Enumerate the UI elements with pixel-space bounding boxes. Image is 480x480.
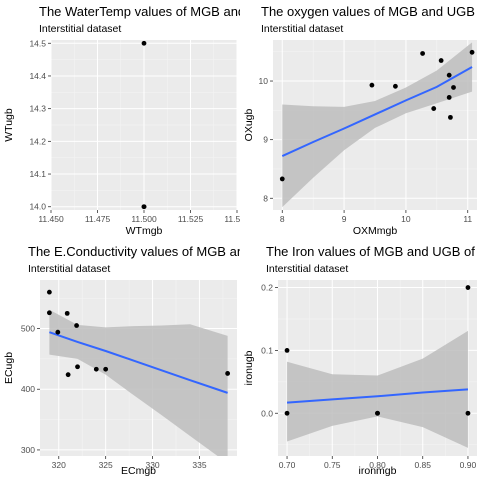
watertemp-chart-svg: The WaterTemp values of MGB and UGB Inter… <box>3 4 240 237</box>
watertemp-x-tick-label: 11.550 <box>224 214 240 224</box>
oxygen-data-point <box>279 176 285 182</box>
iron-x-tick-label: 0.75 <box>324 460 341 470</box>
oxygen-data-point <box>369 82 375 88</box>
conductivity-data-point <box>75 364 80 370</box>
conductivity-data-point <box>46 289 52 295</box>
iron-y-axis-label: ironugb <box>243 350 255 385</box>
conductivity-trend-line <box>49 331 228 394</box>
iron-x-tick-label: 0.70 <box>279 460 296 470</box>
chart-panel-conductivity: The E.Conductivity values of MGB and UGB… <box>0 240 240 480</box>
oxygen-trend-line <box>281 66 473 157</box>
oxygen-x-tick-label: 11 <box>463 214 472 224</box>
watertemp-y-tick-label: 14.0 <box>29 202 46 212</box>
watertemp-y-tick-label: 14.5 <box>29 38 46 48</box>
chart-panel-iron: The Iron values of MGB and UGB of Interst… <box>240 240 480 480</box>
conductivity-chart-subtitle: Interstitial dataset <box>28 263 110 275</box>
iron-y-tick-label: 0.0 <box>261 408 273 418</box>
oxygen-y-axis-label: OXugb <box>243 109 255 142</box>
conductivity-y-tick-label: 500 <box>21 324 35 334</box>
conductivity-data-point <box>65 372 71 378</box>
oxygen-data-point <box>438 58 444 63</box>
watertemp-x-tick-label: 11.525 <box>178 214 204 224</box>
conductivity-y-tick-label: 300 <box>21 445 35 455</box>
iron-chart-subtitle: Interstitial dataset <box>266 263 348 275</box>
iron-y-tick-label: 0.1 <box>261 345 273 355</box>
oxygen-data-point <box>448 114 453 120</box>
watertemp-x-tick-label: 11.500 <box>131 214 157 224</box>
conductivity-x-tick-label: 330 <box>145 460 159 470</box>
conductivity-chart-svg: The E.Conductivity values of MGB and UGB… <box>3 244 240 477</box>
conductivity-data-point <box>55 329 61 335</box>
conductivity-x-axis-label: ECmgb <box>121 465 156 477</box>
iron-data-point <box>284 348 290 353</box>
iron-y-tick-label: 0.2 <box>261 283 273 293</box>
conductivity-data-point <box>93 366 99 372</box>
watertemp-y-axis-label: WTugb <box>3 108 15 142</box>
iron-chart-title: The Iron values of MGB and UGB of <box>266 244 475 259</box>
oxygen-confidence-band <box>282 42 473 208</box>
oxygen-data-point <box>446 95 452 100</box>
chart-panel-oxygen: The oxygen values of MGB and UGB Intersti… <box>240 0 480 240</box>
conductivity-data-point <box>46 310 52 316</box>
conductivity-data-point <box>64 310 70 316</box>
oxygen-x-axis-label: OXMmgb <box>353 225 398 237</box>
oxygen-x-tick-label: 10 <box>401 214 411 224</box>
iron-x-tick-label: 0.90 <box>460 460 477 470</box>
watertemp-chart-title: The WaterTemp values of MGB and UGB <box>39 4 240 19</box>
watertemp-y-tick-label: 14.4 <box>29 71 46 81</box>
conductivity-x-tick-label: 325 <box>99 460 113 470</box>
oxygen-x-tick-label: 9 <box>342 214 347 224</box>
iron-x-tick-label: 0.80 <box>369 460 386 470</box>
conductivity-data-point <box>225 371 231 376</box>
iron-x-axis-label: ironmgb <box>359 465 397 477</box>
watertemp-data-point <box>141 40 147 46</box>
watertemp-x-tick-label: 11.475 <box>85 214 111 224</box>
oxygen-data-point <box>420 51 425 56</box>
iron-trend-line <box>286 388 469 404</box>
oxygen-chart-subtitle: Interstitial dataset <box>261 23 343 35</box>
oxygen-x-tick-label: 8 <box>280 214 285 224</box>
oxygen-y-tick-label: 10 <box>259 76 269 86</box>
conductivity-x-tick-label: 320 <box>52 460 66 470</box>
oxygen-data-point <box>451 85 456 90</box>
watertemp-chart-subtitle: Interstitial dataset <box>39 23 121 35</box>
iron-confidence-band <box>287 330 468 448</box>
watertemp-data-point <box>141 204 147 210</box>
watertemp-x-tick-label: 11.450 <box>38 214 64 224</box>
conductivity-y-tick-label: 400 <box>21 384 35 394</box>
conductivity-x-tick-label: 335 <box>192 460 206 470</box>
iron-data-point <box>465 285 471 290</box>
watertemp-y-tick-label: 14.1 <box>29 169 46 179</box>
oxygen-y-tick-label: 8 <box>263 193 268 203</box>
conductivity-data-point <box>74 323 79 328</box>
oxygen-data-point <box>393 83 398 89</box>
conductivity-data-point <box>103 366 109 372</box>
iron-x-tick-label: 0.85 <box>414 460 431 470</box>
oxygen-data-point <box>446 72 452 78</box>
oxygen-data-point <box>469 49 475 55</box>
oxygen-chart-title: The oxygen values of MGB and UGB <box>261 4 475 19</box>
iron-chart-svg: The Iron values of MGB and UGB of Interst… <box>243 244 477 477</box>
conductivity-y-axis-label: ECugb <box>3 352 15 384</box>
chart-panel-watertemp: The WaterTemp values of MGB and UGB Inter… <box>0 0 240 240</box>
iron-data-point <box>284 410 290 416</box>
watertemp-y-tick-label: 14.3 <box>29 104 46 114</box>
iron-data-point <box>375 410 380 416</box>
watertemp-x-axis-label: WTmgb <box>126 225 163 237</box>
oxygen-y-tick-label: 9 <box>263 135 268 145</box>
conductivity-chart-title: The E.Conductivity values of MGB and UGB <box>28 244 240 259</box>
iron-data-point <box>465 410 471 416</box>
oxygen-data-point <box>431 106 437 111</box>
oxygen-chart-svg: The oxygen values of MGB and UGB Intersti… <box>243 4 477 237</box>
watertemp-y-tick-label: 14.2 <box>29 136 46 146</box>
